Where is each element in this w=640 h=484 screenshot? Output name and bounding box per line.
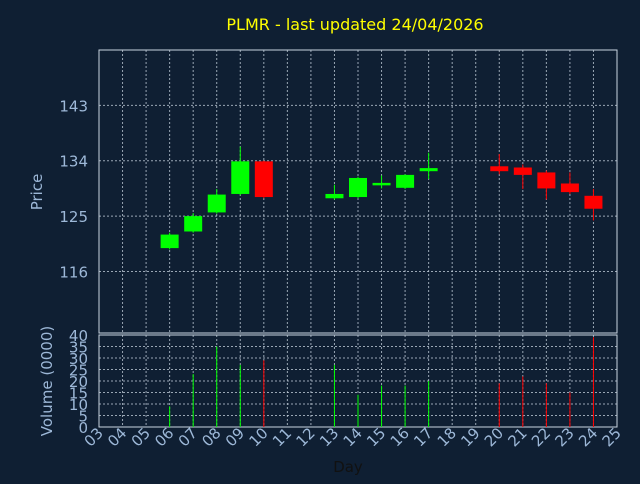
candle-body (513, 167, 532, 175)
volume-tick-label: 15 (69, 385, 88, 403)
volume-tick-label: 10 (69, 396, 88, 414)
price-tick-label: 125 (59, 208, 88, 226)
x-axis: 0304050607080910111213141516171819202122… (81, 424, 625, 450)
volume-tick-label: 0 (78, 419, 88, 437)
candle-body (419, 168, 438, 172)
candle-body (207, 194, 226, 213)
candle-body (396, 174, 415, 188)
chart-title: PLMR - last updated 24/04/2026 (226, 15, 483, 34)
price-tick-label: 143 (59, 97, 88, 115)
price-axis-label: Price (28, 174, 46, 211)
candle-body (184, 216, 203, 232)
price-tick-label: 116 (59, 263, 88, 281)
volume-tick-label: 25 (69, 362, 88, 380)
volume-tick-label: 40 (69, 327, 88, 345)
price-panel-frame (98, 49, 618, 334)
candle-body (537, 172, 556, 189)
candle-body (325, 193, 344, 199)
candle-body (584, 195, 603, 209)
price-tick-label: 134 (59, 153, 88, 171)
day-axis-label: Day (333, 458, 363, 476)
volume-tick-label: 5 (78, 408, 88, 426)
candle-body (254, 161, 273, 198)
candle-body (349, 177, 367, 198)
volume-tick-label: 30 (69, 350, 88, 368)
price-panel: 116 125 134 143 (59, 49, 618, 334)
candle-body (231, 161, 250, 194)
candle-body (372, 182, 391, 186)
candle-body (560, 183, 579, 193)
volume-axis-label: Volume (0000) (38, 326, 56, 436)
volume-tick-label: 20 (69, 373, 88, 391)
volume-tick-label: 35 (69, 339, 88, 357)
candle-body (490, 166, 509, 172)
candle-body (160, 234, 179, 249)
